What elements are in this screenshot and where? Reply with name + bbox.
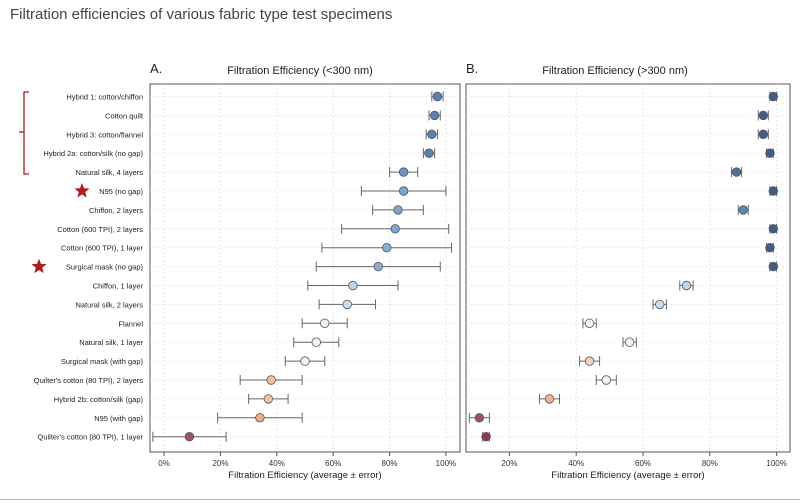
data-point [266,375,276,385]
data-point [342,299,352,310]
data-point [768,261,778,272]
row-label: Chiffon, 1 layer [93,282,144,291]
row-label: Cotton quilt [105,111,144,120]
data-point [758,110,768,121]
bottom-divider [0,499,800,500]
panel-title: Filtration Efficiency (>300 nm) [542,65,688,77]
panel-label: A. [150,61,162,76]
panel-a-frame [149,83,461,453]
data-point [424,148,434,158]
x-tick-label: 60% [325,459,341,468]
data-point [398,186,409,196]
data-point [765,242,775,253]
row-label: Quilter's cotton (80 TPI), 1 layer [37,433,143,442]
data-point [320,318,330,329]
row-label: N95 (no gap) [99,187,143,196]
x-axis-label: Filtration Efficiency (average ± error) [551,470,704,481]
data-point [758,129,768,140]
x-tick-label: 80% [702,459,718,468]
x-tick-label: 0% [158,459,170,468]
data-point [584,356,595,366]
data-point [738,205,748,215]
x-tick-label: 100% [436,459,456,468]
data-point [373,261,383,272]
star-icon [74,183,90,198]
panel-b-frame [465,83,791,453]
row-label: Hybrid 1: cotton/chiffon [66,93,143,102]
data-point [655,299,665,310]
data-point [390,224,400,234]
x-axis-label: Filtration Efficiency (average ± error) [228,470,381,481]
panel-title: Filtration Efficiency (<300 nm) [227,65,373,77]
data-point [427,129,437,140]
row-label: Cotton (600 TPI), 1 layer [61,244,143,253]
data-point [481,432,491,442]
row-label: Cotton (600 TPI), 2 layers [57,225,143,234]
data-point [382,242,392,253]
x-tick-label: 100% [766,459,786,468]
row-label: Flannel [118,319,143,328]
row-label: Surgical mask (with gap) [61,357,144,366]
row-label: Chiffon, 2 layers [89,206,143,215]
star-icon [31,258,47,274]
data-point [474,413,485,423]
row-label: N95 (with gap) [94,414,143,423]
row-label: Surgical mask (no gap) [66,263,144,272]
data-point [300,356,310,366]
row-label: Hybrid 2b: cotton/silk (gap) [54,395,144,404]
data-point [768,186,778,196]
data-point [263,394,274,404]
data-point [311,337,321,347]
data-point [184,432,195,442]
data-point [255,413,265,423]
row-label: Hybrid 2a: cotton/silk (no gap) [43,149,143,158]
row-label: Natural silk, 4 layers [75,168,143,177]
x-tick-label: 20% [212,459,228,468]
panel-label: B. [466,61,478,76]
x-tick-label: 20% [501,459,517,468]
x-tick-label: 60% [635,459,651,468]
data-point [584,318,595,329]
page-title: Filtration efficiencies of various fabri… [10,6,393,23]
x-tick-label: 40% [269,459,285,468]
row-label: Natural silk, 2 layers [75,300,143,309]
data-point [768,91,778,102]
data-point [348,280,358,291]
data-point [731,167,742,177]
data-point [681,280,692,291]
x-tick-label: 40% [568,459,584,468]
data-point [432,91,443,102]
x-tick-label: 80% [382,459,398,468]
data-point [624,337,635,347]
data-point [393,205,403,215]
data-point [544,394,555,404]
data-point [768,224,778,234]
data-point [398,167,409,177]
data-point [765,148,775,158]
row-label: Quilter's cotton (80 TPI), 2 layers [34,376,144,385]
data-point [429,110,440,121]
row-label: Natural silk, 1 layer [79,338,143,347]
bracket-annotation [23,91,29,175]
data-point [601,375,611,385]
row-label: Hybrid 3: cotton/flannel [66,130,143,139]
